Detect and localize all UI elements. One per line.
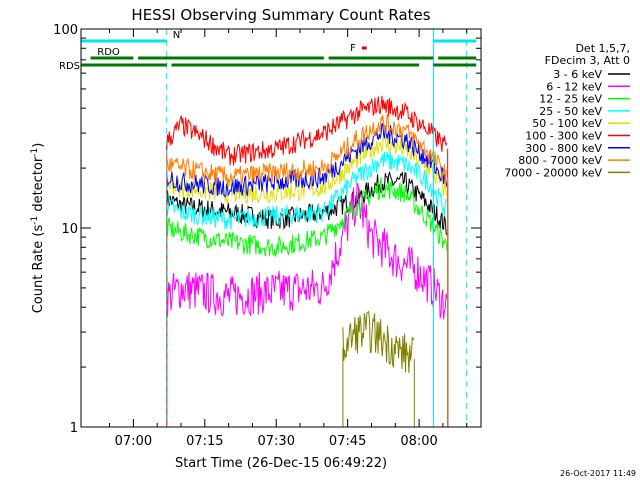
axes: 07:00 07:15 07:30 07:45 08:00 1 10 100 [53,23,481,449]
legend-label: 12 - 25 keV [539,93,602,106]
y-axis-label: Count Rate (s-1 detector-1) [30,143,46,314]
x-tick-label: 08:00 [400,434,437,449]
y-tick-label: 10 [61,222,78,237]
legend-label: 50 - 100 keV [532,117,602,130]
series-800-7000-kev [166,112,448,186]
flag-rdo-label: RDO [97,47,120,58]
legend-header: Det 1,5,7, [575,42,630,55]
legend-label: 100 - 300 keV [525,130,602,143]
flag-f-label: F [350,43,356,54]
series-7000-20000-kev [342,310,415,374]
legend-label: 6 - 12 keV [546,80,602,93]
legend-label: 7000 - 20000 keV [504,166,602,179]
x-tick-label: 07:45 [329,434,366,449]
legend-label: 3 - 6 keV [553,68,602,81]
x-tick-label: 07:15 [186,434,223,449]
x-axis-label: Start Time (26-Dec-15 06:49:22) [175,456,387,471]
legend-header: FDecim 3, Att 0 [545,54,630,67]
legend-label: 25 - 50 keV [539,105,602,118]
series-100-300-kev [166,95,448,166]
legend-label: 300 - 800 keV [525,142,602,155]
legend-label: 800 - 7000 keV [518,154,602,167]
flag-rds-label: RDS [59,61,80,72]
chart-title: HESSI Observing Summary Count Rates [131,6,430,24]
x-tick-label: 07:30 [258,434,295,449]
y-tick-label: 1 [70,421,78,436]
series-6-12-kev [166,182,448,320]
flag-n-label: N [173,30,180,41]
series-12-25-kev [166,177,448,257]
y-tick-label: 100 [53,23,78,38]
x-tick-label: 07:00 [115,434,152,449]
flag-bars: N F RDO RDS [59,30,477,72]
footer-date: 26-Oct-2017 11:49 [560,469,636,478]
series-25-50-kev [166,151,448,230]
